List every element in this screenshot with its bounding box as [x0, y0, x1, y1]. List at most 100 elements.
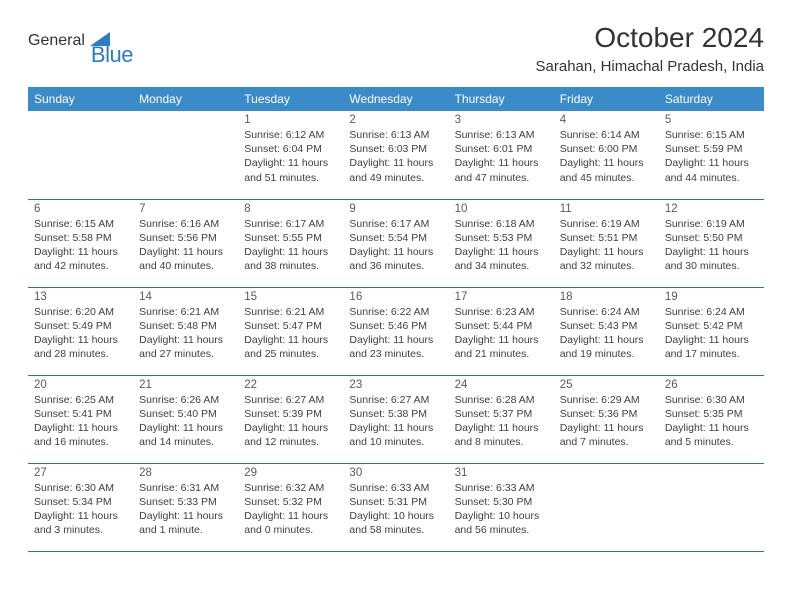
calendar-day-cell: 18 Sunrise: 6:24 AMSunset: 5:43 PMDayligh… — [554, 287, 659, 375]
day-details: Sunrise: 6:27 AMSunset: 5:39 PMDaylight:… — [244, 393, 337, 450]
day-number: 20 — [34, 379, 127, 391]
day-number: 6 — [34, 203, 127, 215]
day-details: Sunrise: 6:13 AMSunset: 6:01 PMDaylight:… — [455, 128, 548, 185]
calendar-day-cell: 9 Sunrise: 6:17 AMSunset: 5:54 PMDaylight… — [343, 199, 448, 287]
calendar-day-cell: 15 Sunrise: 6:21 AMSunset: 5:47 PMDayligh… — [238, 287, 343, 375]
weekday-header: Wednesday — [343, 87, 448, 111]
day-details: Sunrise: 6:21 AMSunset: 5:48 PMDaylight:… — [139, 305, 232, 362]
calendar-day-cell: 6Sunrise: 6:15 AMSunset: 5:58 PMDaylight… — [28, 199, 133, 287]
calendar-day-cell: 4 Sunrise: 6:14 AMSunset: 6:00 PMDaylight… — [554, 111, 659, 199]
day-number: 3 — [455, 114, 548, 126]
calendar-week-row: 20 Sunrise: 6:25 AMSunset: 5:41 PMDayligh… — [28, 375, 764, 463]
day-number: 8 — [244, 203, 337, 215]
day-number: 2 — [349, 114, 442, 126]
day-details: Sunrise: 6:15 AMSunset: 5:59 PMDaylight:… — [665, 128, 758, 185]
day-details: Sunrise: 6:32 AMSunset: 5:32 PMDaylight:… — [244, 481, 337, 538]
calendar-day-cell: 22Sunrise: 6:27 AMSunset: 5:39 PMDayligh… — [238, 375, 343, 463]
day-number: 16 — [349, 291, 442, 303]
calendar-day-cell: 29 Sunrise: 6:32 AMSunset: 5:32 PMDayligh… — [238, 463, 343, 551]
calendar-day-cell: 13 Sunrise: 6:20 AMSunset: 5:49 PMDayligh… — [28, 287, 133, 375]
day-number: 14 — [139, 291, 232, 303]
calendar-day-cell: 25Sunrise: 6:29 AMSunset: 5:36 PMDayligh… — [554, 375, 659, 463]
day-details: Sunrise: 6:12 AMSunset: 6:04 PMDaylight:… — [244, 128, 337, 185]
calendar-day-cell: 2 Sunrise: 6:13 AMSunset: 6:03 PMDaylight… — [343, 111, 448, 199]
day-details: Sunrise: 6:19 AMSunset: 5:50 PMDaylight:… — [665, 217, 758, 274]
calendar-day-cell — [28, 111, 133, 199]
weekday-header-row: SundayMondayTuesdayWednesdayThursdayFrid… — [28, 87, 764, 111]
calendar-day-cell: 5 Sunrise: 6:15 AMSunset: 5:59 PMDaylight… — [659, 111, 764, 199]
day-details: Sunrise: 6:26 AMSunset: 5:40 PMDaylight:… — [139, 393, 232, 450]
calendar-day-cell: 28Sunrise: 6:31 AMSunset: 5:33 PMDayligh… — [133, 463, 238, 551]
calendar-week-row: 6Sunrise: 6:15 AMSunset: 5:58 PMDaylight… — [28, 199, 764, 287]
weekday-header: Thursday — [449, 87, 554, 111]
day-number: 15 — [244, 291, 337, 303]
day-number: 13 — [34, 291, 127, 303]
calendar-week-row: 13 Sunrise: 6:20 AMSunset: 5:49 PMDayligh… — [28, 287, 764, 375]
calendar-day-cell: 17 Sunrise: 6:23 AMSunset: 5:44 PMDayligh… — [449, 287, 554, 375]
weekday-header: Friday — [554, 87, 659, 111]
day-details: Sunrise: 6:25 AMSunset: 5:41 PMDaylight:… — [34, 393, 127, 450]
calendar-day-cell: 20 Sunrise: 6:25 AMSunset: 5:41 PMDayligh… — [28, 375, 133, 463]
day-details: Sunrise: 6:30 AMSunset: 5:34 PMDaylight:… — [34, 481, 127, 538]
calendar-day-cell: 21Sunrise: 6:26 AMSunset: 5:40 PMDayligh… — [133, 375, 238, 463]
day-details: Sunrise: 6:17 AMSunset: 5:54 PMDaylight:… — [349, 217, 442, 274]
day-number: 4 — [560, 114, 653, 126]
calendar-day-cell: 3 Sunrise: 6:13 AMSunset: 6:01 PMDaylight… — [449, 111, 554, 199]
page-title: October 2024 — [536, 22, 764, 54]
calendar-day-cell: 24 Sunrise: 6:28 AMSunset: 5:37 PMDayligh… — [449, 375, 554, 463]
day-number: 23 — [349, 379, 442, 391]
day-details: Sunrise: 6:24 AMSunset: 5:42 PMDaylight:… — [665, 305, 758, 362]
logo: General Blue — [28, 22, 133, 54]
day-details: Sunrise: 6:28 AMSunset: 5:37 PMDaylight:… — [455, 393, 548, 450]
calendar-day-cell: 31Sunrise: 6:33 AMSunset: 5:30 PMDayligh… — [449, 463, 554, 551]
calendar-day-cell: 23 Sunrise: 6:27 AMSunset: 5:38 PMDayligh… — [343, 375, 448, 463]
calendar-day-cell: 11 Sunrise: 6:19 AMSunset: 5:51 PMDayligh… — [554, 199, 659, 287]
calendar-day-cell: 19Sunrise: 6:24 AMSunset: 5:42 PMDayligh… — [659, 287, 764, 375]
day-number: 24 — [455, 379, 548, 391]
day-details: Sunrise: 6:17 AMSunset: 5:55 PMDaylight:… — [244, 217, 337, 274]
calendar-day-cell: 14 Sunrise: 6:21 AMSunset: 5:48 PMDayligh… — [133, 287, 238, 375]
day-number: 1 — [244, 114, 337, 126]
day-details: Sunrise: 6:23 AMSunset: 5:44 PMDaylight:… — [455, 305, 548, 362]
day-number: 31 — [455, 467, 548, 479]
day-number: 30 — [349, 467, 442, 479]
weekday-header: Monday — [133, 87, 238, 111]
calendar-day-cell: 27 Sunrise: 6:30 AMSunset: 5:34 PMDayligh… — [28, 463, 133, 551]
day-details: Sunrise: 6:24 AMSunset: 5:43 PMDaylight:… — [560, 305, 653, 362]
day-number: 9 — [349, 203, 442, 215]
logo-general: General — [28, 32, 85, 50]
calendar-week-row: 1 Sunrise: 6:12 AMSunset: 6:04 PMDaylight… — [28, 111, 764, 199]
calendar-day-cell: 26Sunrise: 6:30 AMSunset: 5:35 PMDayligh… — [659, 375, 764, 463]
day-details: Sunrise: 6:30 AMSunset: 5:35 PMDaylight:… — [665, 393, 758, 450]
day-details: Sunrise: 6:18 AMSunset: 5:53 PMDaylight:… — [455, 217, 548, 274]
day-details: Sunrise: 6:27 AMSunset: 5:38 PMDaylight:… — [349, 393, 442, 450]
day-number: 12 — [665, 203, 758, 215]
day-details: Sunrise: 6:13 AMSunset: 6:03 PMDaylight:… — [349, 128, 442, 185]
calendar-day-cell: 30 Sunrise: 6:33 AMSunset: 5:31 PMDayligh… — [343, 463, 448, 551]
day-number: 28 — [139, 467, 232, 479]
day-number: 17 — [455, 291, 548, 303]
day-number: 5 — [665, 114, 758, 126]
day-number: 27 — [34, 467, 127, 479]
day-details: Sunrise: 6:20 AMSunset: 5:49 PMDaylight:… — [34, 305, 127, 362]
calendar-week-row: 27 Sunrise: 6:30 AMSunset: 5:34 PMDayligh… — [28, 463, 764, 551]
day-number: 7 — [139, 203, 232, 215]
calendar-day-cell — [133, 111, 238, 199]
logo-blue: Blue — [91, 42, 133, 68]
day-details: Sunrise: 6:19 AMSunset: 5:51 PMDaylight:… — [560, 217, 653, 274]
weekday-header: Tuesday — [238, 87, 343, 111]
calendar-day-cell — [554, 463, 659, 551]
calendar-body: 1 Sunrise: 6:12 AMSunset: 6:04 PMDaylight… — [28, 111, 764, 551]
calendar-day-cell: 10Sunrise: 6:18 AMSunset: 5:53 PMDayligh… — [449, 199, 554, 287]
day-number: 18 — [560, 291, 653, 303]
day-details: Sunrise: 6:14 AMSunset: 6:00 PMDaylight:… — [560, 128, 653, 185]
day-number: 11 — [560, 203, 653, 215]
header: General Blue October 2024 Sarahan, Himac… — [28, 22, 764, 75]
weekday-header: Sunday — [28, 87, 133, 111]
day-details: Sunrise: 6:21 AMSunset: 5:47 PMDaylight:… — [244, 305, 337, 362]
calendar-day-cell: 8 Sunrise: 6:17 AMSunset: 5:55 PMDaylight… — [238, 199, 343, 287]
day-details: Sunrise: 6:22 AMSunset: 5:46 PMDaylight:… — [349, 305, 442, 362]
day-details: Sunrise: 6:33 AMSunset: 5:31 PMDaylight:… — [349, 481, 442, 538]
weekday-header: Saturday — [659, 87, 764, 111]
day-number: 29 — [244, 467, 337, 479]
